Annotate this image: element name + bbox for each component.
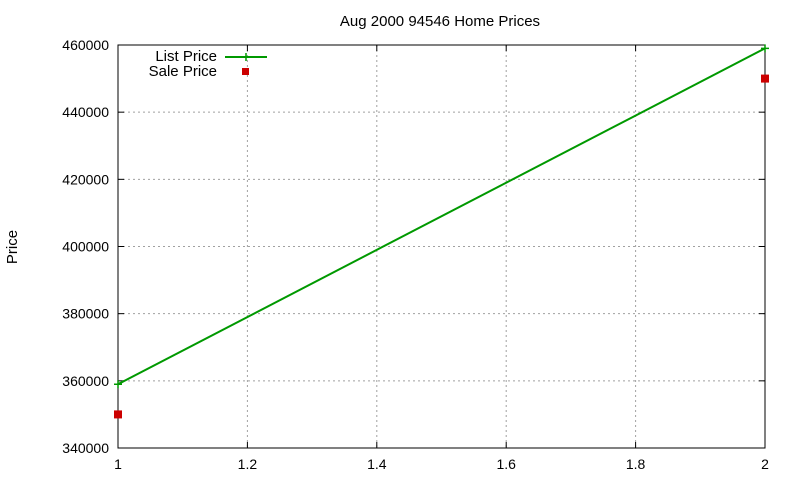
plot-frame <box>117 44 766 449</box>
legend-label-sale-price: Sale Price <box>149 63 217 80</box>
grid-layer <box>118 45 765 448</box>
y-tick-label: 340000 <box>62 440 109 456</box>
y-tick-label: 380000 <box>62 306 109 322</box>
x-tick-label: 1 <box>114 456 122 472</box>
legend: List Price Sale Price <box>149 48 267 80</box>
data-layer <box>114 44 769 419</box>
x-tick-label: 1.2 <box>238 456 258 472</box>
point-list-price <box>114 380 122 389</box>
x-tick-label: 2 <box>761 456 769 472</box>
series-line-list-price <box>117 47 766 386</box>
y-tick-label: 400000 <box>62 239 109 255</box>
chart-title: Aug 2000 94546 Home Prices <box>340 13 540 30</box>
y-tick-label: 440000 <box>62 104 109 120</box>
y-tick-label: 360000 <box>62 373 109 389</box>
legend-label-list-price: List Price <box>155 48 217 65</box>
point-sale-price <box>114 410 122 419</box>
x-tick-label: 1.4 <box>367 456 387 472</box>
legend-swatch-sale-price <box>242 68 249 75</box>
y-tick-label: 420000 <box>62 171 109 187</box>
point-sale-price <box>761 74 769 83</box>
tick-layer: 1 1.2 1.4 1.6 1.8 2 340000 360000 380000 400000 42… <box>62 37 769 472</box>
legend-marker-list-price <box>242 53 250 61</box>
y-tick-label: 460000 <box>62 37 109 53</box>
x-tick-label: 1.8 <box>626 456 646 472</box>
point-list-price <box>761 44 769 53</box>
y-axis-label: Price <box>4 230 21 264</box>
x-tick-label: 1.6 <box>496 456 516 472</box>
